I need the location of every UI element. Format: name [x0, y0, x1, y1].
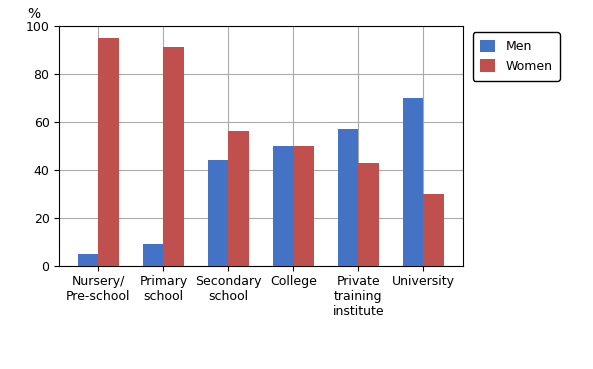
- Bar: [423, 194, 444, 266]
- Bar: [294, 146, 314, 266]
- Legend: Men, Women: Men, Women: [473, 32, 560, 80]
- Bar: [273, 146, 294, 266]
- Bar: [358, 162, 379, 266]
- Bar: [164, 47, 184, 266]
- Bar: [98, 38, 119, 266]
- Bar: [403, 98, 423, 266]
- Bar: [228, 131, 249, 266]
- Bar: [337, 129, 358, 266]
- Bar: [78, 254, 98, 266]
- Text: %: %: [27, 7, 40, 21]
- Bar: [208, 160, 228, 266]
- Bar: [143, 244, 164, 266]
